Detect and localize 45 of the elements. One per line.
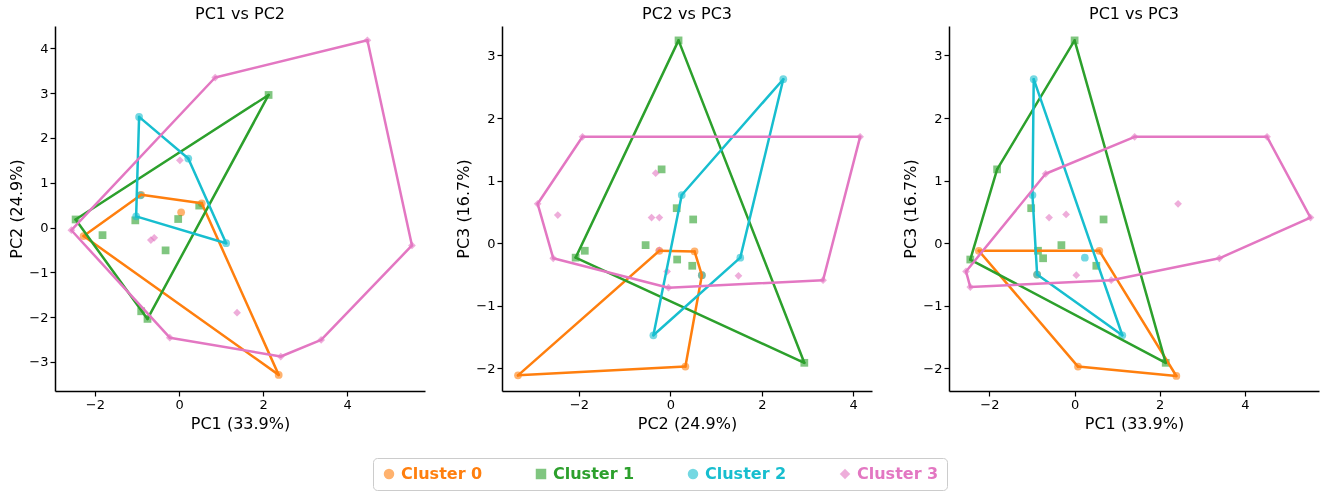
legend-label: Cluster 3 — [857, 464, 939, 483]
legend-label: Cluster 0 — [401, 464, 483, 483]
y-axis-title: PC3 (16.7%) — [454, 159, 474, 259]
x-axis-title: PC2 (24.9%) — [637, 413, 738, 433]
y-tick-label: 0 — [40, 220, 49, 236]
y-tick-label: −2 — [29, 309, 49, 325]
y-tick-label: 1 — [934, 173, 943, 189]
y-tick-label: 1 — [487, 173, 496, 189]
chart-title: PC2 vs PC3 — [642, 4, 732, 23]
chart-title: PC1 vs PC2 — [195, 4, 285, 23]
legend-label: Cluster 1 — [553, 464, 635, 483]
x-tick-label: −2 — [569, 396, 589, 412]
y-axis-title: PC3 (16.7%) — [901, 159, 921, 259]
x-axis-title: PC1 (33.9%) — [1084, 413, 1185, 433]
y-tick-label: 2 — [934, 110, 943, 126]
y-tick-label: 3 — [40, 85, 49, 101]
x-axis-title: PC1 (33.9%) — [190, 413, 291, 433]
y-tick-label: −3 — [29, 354, 49, 370]
y-tick-label: −1 — [923, 298, 943, 314]
y-tick-label: 0 — [934, 235, 943, 251]
y-axis-title: PC2 (24.9%) — [7, 159, 27, 259]
x-tick-label: 2 — [1156, 396, 1165, 412]
chart-title: PC1 vs PC3 — [1089, 4, 1179, 23]
y-tick-label: 2 — [40, 130, 49, 146]
x-tick-label: −2 — [980, 396, 1000, 412]
y-tick-label: −2 — [476, 360, 496, 376]
legend-label: Cluster 2 — [705, 464, 787, 483]
y-tick-label: 3 — [934, 47, 943, 63]
x-tick-label: 0 — [1070, 396, 1080, 412]
x-tick-label: 4 — [343, 396, 352, 412]
x-tick-label: 2 — [259, 396, 268, 412]
y-tick-label: −1 — [476, 298, 496, 314]
x-tick-label: 2 — [758, 396, 767, 412]
y-tick-label: −1 — [29, 264, 49, 280]
x-tick-label: 0 — [666, 396, 675, 412]
y-tick-label: 1 — [40, 175, 49, 191]
x-tick-label: 0 — [175, 396, 184, 412]
y-tick-label: 2 — [487, 110, 496, 126]
x-tick-label: −2 — [85, 396, 106, 412]
x-tick-label: 4 — [1241, 396, 1250, 412]
y-tick-label: 4 — [40, 40, 49, 56]
y-tick-label: −2 — [923, 360, 943, 376]
x-tick-label: 4 — [849, 396, 858, 412]
y-tick-label: 3 — [487, 47, 496, 63]
y-tick-label: 0 — [487, 235, 496, 251]
